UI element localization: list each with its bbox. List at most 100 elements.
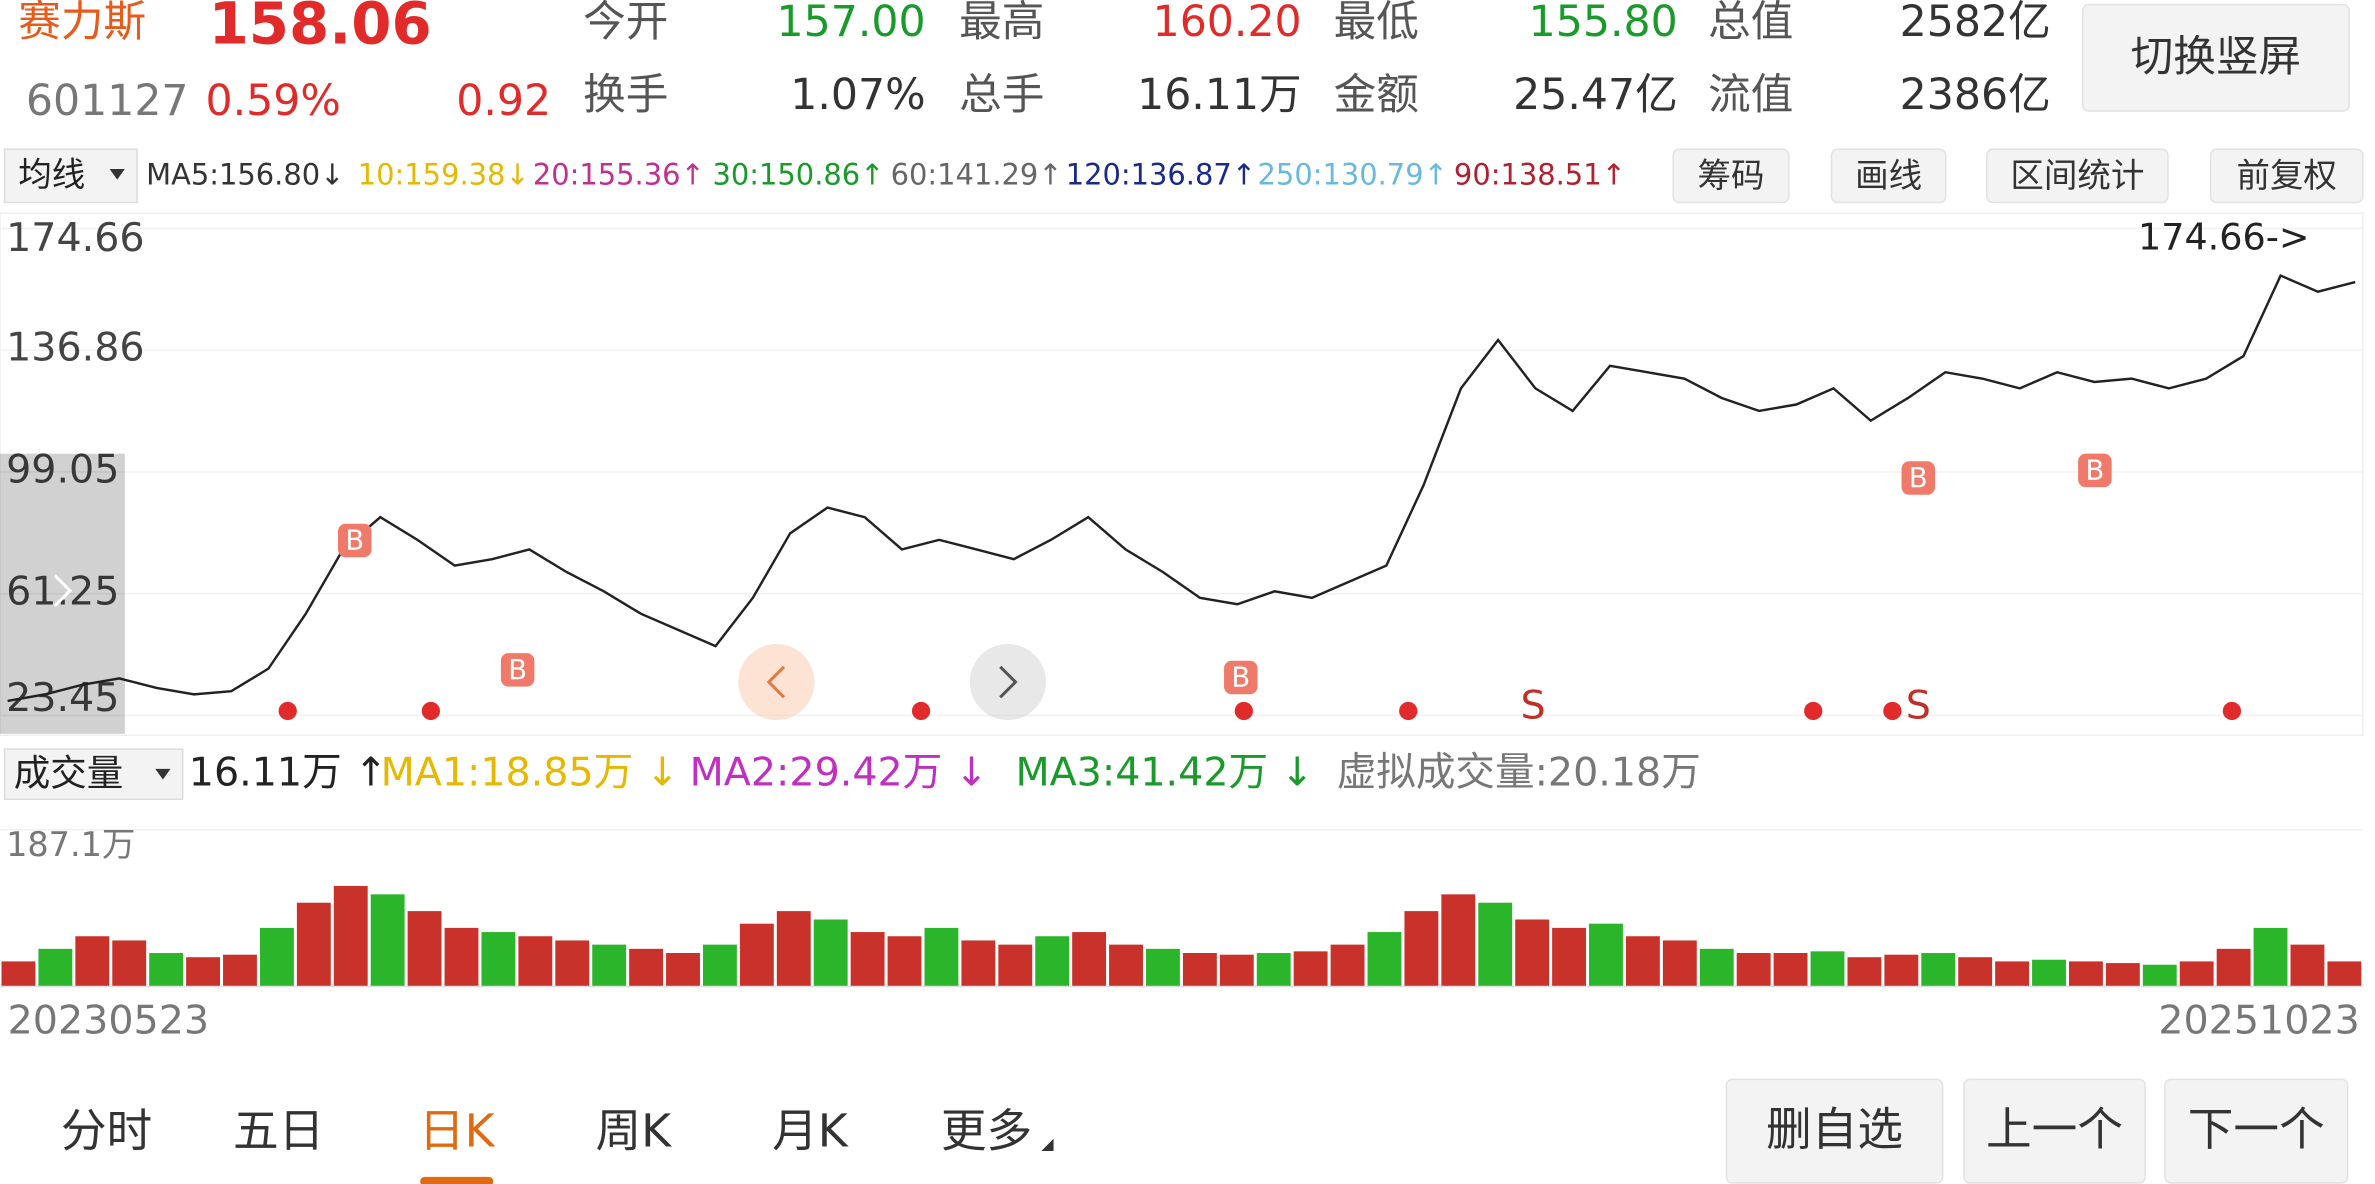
footer-button[interactable]: 上一个 bbox=[1986, 1103, 2123, 1156]
footer-button[interactable]: 下一个 bbox=[2188, 1103, 2325, 1156]
volume-bar bbox=[1293, 951, 1328, 987]
change-pct: 0.59% bbox=[206, 76, 341, 126]
tab[interactable]: 更多 bbox=[941, 1105, 1032, 1158]
stat-label: 最高 bbox=[959, 0, 1044, 47]
marker: B bbox=[1909, 463, 1928, 494]
vol-value: 16.11万 ↑ bbox=[189, 749, 388, 795]
ma-button-bg[interactable] bbox=[2209, 148, 2364, 204]
footer-button-bg[interactable] bbox=[1725, 1078, 1944, 1184]
marker-bg bbox=[500, 653, 535, 687]
ma-button[interactable]: 区间统计 bbox=[2010, 156, 2144, 195]
tab[interactable]: 分时 bbox=[61, 1105, 152, 1158]
volume-bar bbox=[1367, 932, 1402, 987]
volume-bar bbox=[481, 932, 516, 987]
signal-dot bbox=[278, 701, 297, 721]
marker: S bbox=[1521, 682, 1546, 728]
volume-bar bbox=[112, 940, 147, 987]
volume-bar bbox=[1478, 902, 1513, 987]
volume-bar bbox=[1404, 911, 1439, 987]
volume-bar bbox=[2068, 961, 2103, 987]
tab[interactable]: 月K bbox=[772, 1105, 849, 1158]
ma-value: MA5:156.80↓ bbox=[146, 158, 344, 192]
volume-bar bbox=[1958, 957, 1993, 987]
volume-bar bbox=[2105, 963, 2140, 987]
signal-dot bbox=[1399, 701, 1418, 721]
tab-underline bbox=[420, 1176, 494, 1184]
volume-bar bbox=[592, 944, 627, 987]
volume-bar bbox=[186, 957, 220, 987]
max-label: 174.66-> bbox=[2138, 216, 2310, 259]
vol-selector[interactable]: 成交量 bbox=[14, 751, 124, 794]
signal-dot bbox=[2222, 701, 2242, 721]
ma-value: 250:130.79↑ bbox=[1258, 158, 1448, 192]
stat-value: 2582亿 bbox=[1900, 0, 2051, 47]
signal-dot bbox=[1804, 701, 1823, 721]
orientation-button[interactable]: 切换竖屏 bbox=[2131, 32, 2301, 82]
volume-bar bbox=[1515, 919, 1550, 987]
ma-button-bg[interactable] bbox=[1986, 148, 2169, 204]
tab[interactable]: 周K bbox=[596, 1105, 673, 1158]
marker: B bbox=[1231, 663, 1250, 694]
footer-button-bg[interactable] bbox=[1963, 1078, 2146, 1184]
volume-bar bbox=[924, 927, 959, 987]
volume-bar bbox=[813, 919, 848, 987]
volume-bar bbox=[666, 953, 700, 987]
volume-bar bbox=[1072, 932, 1107, 987]
side-arrow bbox=[53, 574, 73, 608]
ma-value: 90:138.51↑ bbox=[1454, 158, 1626, 192]
change: 0.92 bbox=[456, 76, 551, 126]
price-line bbox=[7, 273, 2356, 703]
y-tick-label: 136.86 bbox=[6, 325, 145, 371]
signal-dot bbox=[1234, 701, 1253, 721]
footer-button-bg[interactable] bbox=[2164, 1078, 2349, 1184]
volume-bar bbox=[1035, 936, 1070, 987]
volume-bar bbox=[1773, 953, 1808, 987]
y-tick-label: 99.05 bbox=[6, 446, 119, 492]
volume-bar bbox=[961, 940, 996, 987]
tab[interactable]: 日K bbox=[419, 1105, 496, 1158]
volume-bar bbox=[296, 902, 331, 987]
nav-circle[interactable] bbox=[738, 643, 815, 721]
vol-value: MA3:41.42万 ↓ bbox=[1015, 749, 1313, 795]
footer-button[interactable]: 删自选 bbox=[1766, 1103, 1903, 1156]
volume-bar bbox=[1219, 954, 1254, 987]
ma-selector[interactable]: 均线 bbox=[18, 155, 85, 194]
marker-bg bbox=[1224, 660, 1258, 695]
volume-bar bbox=[850, 932, 885, 987]
volume-bar bbox=[518, 936, 553, 987]
volume-bar bbox=[1625, 936, 1660, 987]
volume-bar bbox=[2253, 927, 2288, 987]
volume-bar bbox=[1256, 953, 1291, 987]
stat-label: 最低 bbox=[1334, 0, 1419, 47]
ma-value: 10:159.38↓ bbox=[358, 158, 530, 192]
volume-bar bbox=[702, 944, 737, 987]
volume-bar bbox=[998, 944, 1033, 987]
orientation-button-bg[interactable] bbox=[2081, 3, 2350, 112]
stat-label: 换手 bbox=[583, 70, 668, 120]
nav-circle[interactable] bbox=[969, 643, 1046, 721]
stat-value: 155.80 bbox=[1529, 0, 1678, 47]
volume-bar bbox=[407, 911, 442, 987]
volume-bar bbox=[2142, 964, 2177, 987]
volume-bar bbox=[1441, 894, 1476, 987]
nav-arrow bbox=[766, 665, 786, 699]
marker-bg bbox=[337, 523, 372, 558]
y-tick-label: 61.25 bbox=[6, 568, 119, 614]
vol-tick-label: 187.1万 bbox=[6, 825, 135, 864]
ma-button[interactable]: 筹码 bbox=[1698, 156, 1765, 195]
ma-button[interactable]: 画线 bbox=[1855, 156, 1922, 195]
volume-bar bbox=[555, 940, 590, 987]
vol-selector-bg[interactable] bbox=[3, 748, 184, 801]
volume-bar bbox=[75, 936, 110, 987]
ma-button-bg[interactable] bbox=[1830, 148, 1947, 204]
volume-bar bbox=[259, 927, 294, 987]
volume-bar bbox=[1589, 923, 1623, 987]
volume-bar bbox=[38, 948, 73, 987]
y-tick-label: 174.66 bbox=[6, 215, 145, 261]
ma-button-bg[interactable] bbox=[1672, 148, 1790, 204]
tab[interactable]: 五日 bbox=[233, 1105, 324, 1158]
side-panel bbox=[0, 453, 125, 734]
ma-button[interactable]: 前复权 bbox=[2236, 156, 2336, 195]
volume-bar bbox=[1810, 951, 1845, 987]
stat-value: 157.00 bbox=[777, 0, 926, 47]
